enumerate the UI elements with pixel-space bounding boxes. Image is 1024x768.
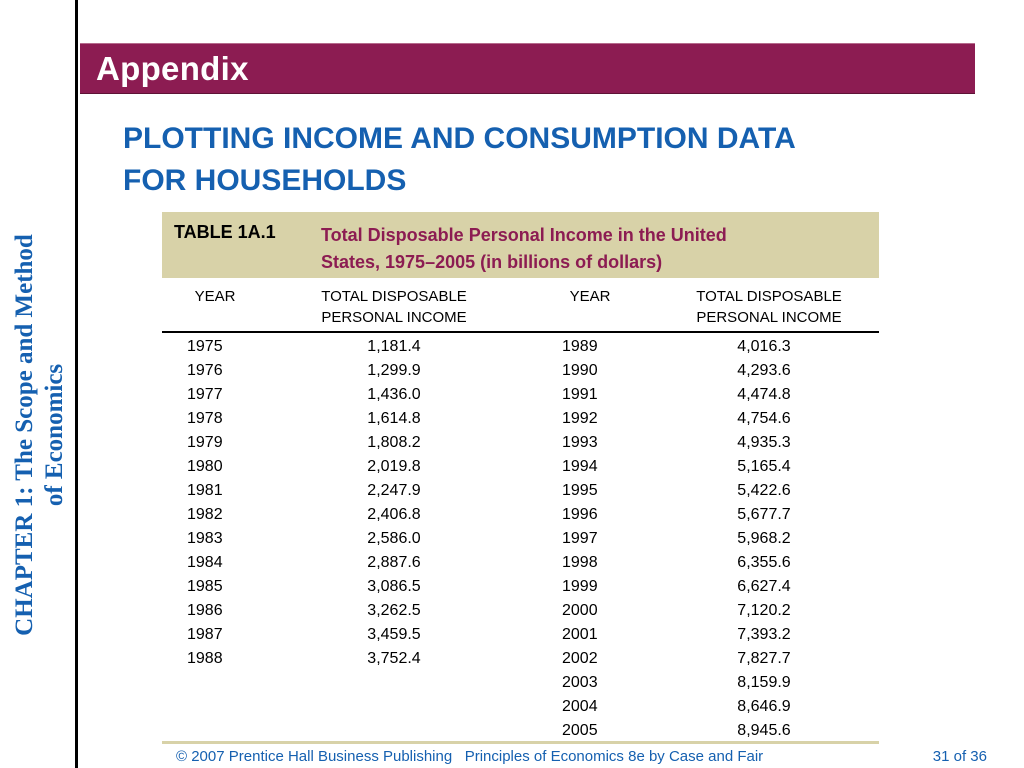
table-cell-year: 1976	[187, 362, 223, 379]
chapter-sidebar: CHAPTER 1: The Scope and Method of Econo…	[6, 200, 74, 670]
slide-heading: PLOTTING INCOME AND CONSUMPTION DATA FOR…	[123, 118, 923, 202]
table-cell-income: 1,299.9	[367, 362, 421, 379]
table-cell-income: 2,887.6	[367, 554, 421, 571]
table-cell-income: 4,293.6	[737, 362, 791, 379]
table-cell-income: 2,586.0	[367, 530, 421, 547]
table-cell-income: 7,120.2	[737, 602, 791, 619]
table-cell-year: 1997	[562, 530, 598, 547]
table-cell-year: 1992	[562, 410, 598, 427]
table-cell-year: 1990	[562, 362, 598, 379]
table-cell-income: 1,808.2	[367, 434, 421, 451]
chapter-title: CHAPTER 1: The Scope and Method of Econo…	[10, 234, 70, 636]
table-cell-year: 2003	[562, 674, 598, 691]
column-header-income-left-line2: PERSONAL INCOME	[321, 309, 467, 326]
table-cell-income: 3,086.5	[367, 578, 421, 595]
column-header-income-right-line2: PERSONAL INCOME	[696, 309, 842, 326]
chapter-title-line1: CHAPTER 1: The Scope and Method	[11, 234, 39, 636]
table-cell-income: 4,474.8	[737, 386, 791, 403]
table-cell-year: 1989	[562, 338, 598, 355]
section-banner: Appendix	[80, 43, 975, 94]
table-cell-income: 7,827.7	[737, 650, 791, 667]
table-cell-income: 7,393.2	[737, 626, 791, 643]
column-header-income-right-line1: TOTAL DISPOSABLE	[696, 288, 842, 305]
table-cell-income: 2,406.8	[367, 506, 421, 523]
table-cell-year: 1996	[562, 506, 598, 523]
right-income-column: 4,016.3 4,293.6 4,474.8 4,754.6 4,935.3 5,165…	[664, 335, 864, 743]
table-cell-income: 3,459.5	[367, 626, 421, 643]
table-cell-year: 2005	[562, 722, 598, 739]
table-cell-income: 5,422.6	[737, 482, 791, 499]
column-header-income-right: TOTAL DISPOSABLE PERSONAL INCOME	[654, 286, 884, 328]
table-cell-income: 5,677.7	[737, 506, 791, 523]
table-cell-income: 2,019.8	[367, 458, 421, 475]
table-cell-income: 4,935.3	[737, 434, 791, 451]
table-cell-year: 1980	[187, 458, 223, 475]
table-cell-year: 1983	[187, 530, 223, 547]
left-year-column: 1975 1976 1977 1978 1979 1980 1981 1982 1983 1984…	[187, 335, 223, 671]
column-header-income-left-line1: TOTAL DISPOSABLE	[321, 288, 467, 305]
table-cell-year: 1987	[187, 626, 223, 643]
table-bottom-rule	[162, 741, 879, 744]
table-cell-year: 1975	[187, 338, 223, 355]
header-rule	[162, 331, 879, 333]
table-cell-income: 4,754.6	[737, 410, 791, 427]
table-cell-income: 1,436.0	[367, 386, 421, 403]
table-cell-year: 1985	[187, 578, 223, 595]
table-cell-income: 5,968.2	[737, 530, 791, 547]
table-cell-income: 3,262.5	[367, 602, 421, 619]
table-cell-income: 5,165.4	[737, 458, 791, 475]
right-year-column: 1989 1990 1991 1992 1993 1994 1995 1996 1997 1998…	[562, 335, 598, 743]
table-caption: Total Disposable Personal Income in the …	[321, 222, 861, 276]
table-cell-income: 8,159.9	[737, 674, 791, 691]
table-cell-year: 1984	[187, 554, 223, 571]
table-cell-year: 1979	[187, 434, 223, 451]
table-cell-income: 2,247.9	[367, 482, 421, 499]
table-cell-income: 1,181.4	[367, 338, 421, 355]
table-cell-year: 2001	[562, 626, 598, 643]
table-caption-bar: TABLE 1A.1 Total Disposable Personal Inc…	[162, 212, 879, 278]
table-cell-year: 1988	[187, 650, 223, 667]
left-vertical-rule	[75, 0, 78, 768]
table-cell-year: 1998	[562, 554, 598, 571]
table-cell-income: 6,355.6	[737, 554, 791, 571]
table-cell-year: 1986	[187, 602, 223, 619]
table-cell-year: 1993	[562, 434, 598, 451]
table-caption-line2: States, 1975–2005 (in billions of dollar…	[321, 252, 663, 272]
table-cell-income: 6,627.4	[737, 578, 791, 595]
table-cell-income: 8,646.9	[737, 698, 791, 715]
footer-copyright: © 2007 Prentice Hall Business Publishing…	[176, 748, 764, 765]
column-header-year-left: YEAR	[194, 288, 236, 305]
table-cell-year: 1981	[187, 482, 223, 499]
table-cell-year: 2004	[562, 698, 598, 715]
table-cell-year: 2002	[562, 650, 598, 667]
table-cell-year: 1994	[562, 458, 598, 475]
table-cell-year: 2000	[562, 602, 598, 619]
column-header-year-right: YEAR	[569, 288, 611, 305]
chapter-title-line2: of Economics	[41, 363, 69, 507]
table-cell-year: 1978	[187, 410, 223, 427]
column-header-income-left: TOTAL DISPOSABLE PERSONAL INCOME	[279, 286, 509, 328]
table-id: TABLE 1A.1	[174, 222, 276, 242]
table-caption-line1: Total Disposable Personal Income in the …	[321, 225, 727, 245]
table-cell-year: 1982	[187, 506, 223, 523]
table-cell-year: 1977	[187, 386, 223, 403]
page-number: 31 of 36	[932, 748, 987, 765]
table-cell-income: 3,752.4	[367, 650, 421, 667]
table-cell-year: 1991	[562, 386, 598, 403]
table-cell-income: 1,614.8	[367, 410, 421, 427]
banner-title: Appendix	[96, 50, 249, 87]
table-cell-year: 1995	[562, 482, 598, 499]
left-income-column: 1,181.4 1,299.9 1,436.0 1,614.8 1,808.2 2,019…	[294, 335, 494, 671]
slide-heading-line1: PLOTTING INCOME AND CONSUMPTION DATA	[123, 122, 796, 155]
table-cell-year: 1999	[562, 578, 598, 595]
table-cell-income: 8,945.6	[737, 722, 791, 739]
slide-heading-line2: FOR HOUSEHOLDS	[123, 164, 407, 197]
table-cell-income: 4,016.3	[737, 338, 791, 355]
